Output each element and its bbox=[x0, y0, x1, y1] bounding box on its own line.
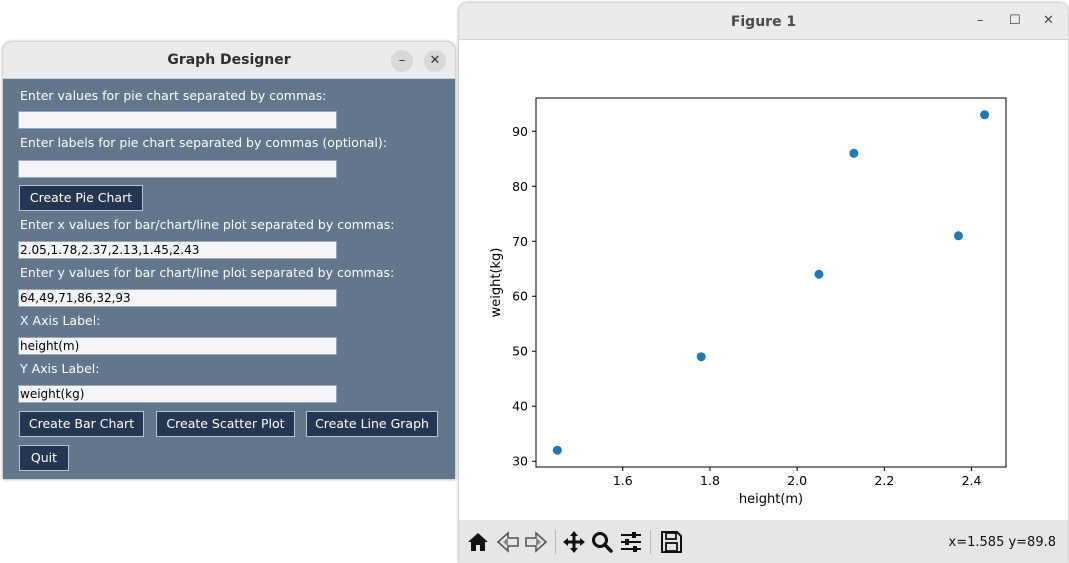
plot-frame bbox=[535, 97, 1007, 468]
figure-title: Figure 1 bbox=[730, 14, 797, 30]
x-tick-label: 2.0 bbox=[787, 473, 807, 488]
pie-labels-label: Enter labels for pie chart separated by … bbox=[20, 135, 387, 150]
home-icon[interactable] bbox=[465, 530, 491, 554]
minimize-icon[interactable]: – bbox=[391, 50, 413, 72]
x-tick-label: 2.4 bbox=[962, 473, 982, 488]
scatter-point bbox=[696, 352, 706, 362]
x-axis-label: height(m) bbox=[739, 492, 803, 507]
cursor-coordinates: x=1.585 y=89.8 bbox=[948, 535, 1056, 550]
forward-arrow-icon[interactable] bbox=[523, 530, 549, 554]
x-tick-label: 1.8 bbox=[700, 473, 720, 488]
save-icon[interactable] bbox=[658, 530, 684, 554]
scatter-chart: 1.6 1.8 2.0 2.2 2.4 30 40 50 60 70 80 90 height(m) we… bbox=[489, 97, 1007, 507]
pie-values-input[interactable] bbox=[18, 111, 337, 129]
quit-button[interactable]: Quit bbox=[19, 445, 69, 471]
close-icon[interactable]: ✕ bbox=[424, 50, 446, 72]
maximize-icon[interactable]: ☐ bbox=[1009, 13, 1021, 28]
figure-titlebar[interactable]: Figure 1 – ☐ ✕ bbox=[459, 3, 1068, 40]
navigation-toolbar: x=1.585 y=89.8 bbox=[459, 520, 1068, 563]
scatter-point bbox=[814, 269, 824, 279]
y-axis-label-input[interactable]: weight(kg) bbox=[18, 385, 337, 403]
y-tick-label: 30 bbox=[512, 454, 528, 469]
y-tick-label: 50 bbox=[512, 344, 528, 359]
scatter-point bbox=[953, 231, 963, 241]
configure-subplots-icon[interactable] bbox=[618, 530, 644, 554]
x-values-label: Enter x values for bar/chart/line plot s… bbox=[20, 217, 395, 232]
pie-values-label: Enter values for pie chart separated by … bbox=[20, 88, 327, 103]
toolbar-separator bbox=[555, 530, 556, 554]
y-tick-label: 90 bbox=[512, 124, 528, 139]
scatter-point bbox=[552, 445, 562, 455]
back-arrow-icon[interactable] bbox=[495, 530, 521, 554]
toolbar-separator bbox=[650, 530, 651, 554]
y-values-label: Enter y values for bar chart/line plot s… bbox=[20, 265, 395, 280]
scatter-point bbox=[849, 148, 859, 158]
graph-designer-window: Graph Designer – ✕ Enter values for pie … bbox=[3, 42, 455, 479]
graph-designer-title: Graph Designer bbox=[167, 52, 291, 68]
y-tick-label: 80 bbox=[512, 179, 528, 194]
y-axis-label-label: Y Axis Label: bbox=[20, 361, 100, 376]
pie-labels-input[interactable] bbox=[18, 160, 337, 178]
graph-designer-form: Enter values for pie chart separated by … bbox=[3, 79, 455, 479]
y-tick-label: 70 bbox=[512, 234, 528, 249]
y-tick-label: 60 bbox=[512, 289, 528, 304]
minimize-icon[interactable]: – bbox=[977, 13, 984, 28]
figure-canvas[interactable]: 1.6 1.8 2.0 2.2 2.4 30 40 50 60 70 80 90 height(m) we… bbox=[459, 40, 1068, 520]
x-axis-label-label: X Axis Label: bbox=[20, 313, 101, 328]
x-axis-label-input[interactable]: height(m) bbox=[18, 337, 337, 355]
close-icon[interactable]: ✕ bbox=[1043, 13, 1054, 28]
y-values-input[interactable]: 64,49,71,86,32,93 bbox=[18, 289, 337, 307]
x-tick-label: 1.6 bbox=[613, 473, 633, 488]
scatter-point bbox=[980, 110, 990, 120]
graph-designer-titlebar[interactable]: Graph Designer – ✕ bbox=[3, 42, 455, 79]
create-bar-chart-button[interactable]: Create Bar Chart bbox=[19, 411, 144, 437]
x-values-input[interactable]: 2.05,1.78,2.37,2.13,1.45,2.43 bbox=[18, 241, 337, 259]
create-line-graph-button[interactable]: Create Line Graph bbox=[306, 411, 438, 437]
pan-icon[interactable] bbox=[561, 530, 587, 554]
y-tick-label: 40 bbox=[512, 399, 528, 414]
figure-window: Figure 1 – ☐ ✕ 1.6 1.8 2.0 2.2 2.4 30 40 50 60 70… bbox=[459, 3, 1068, 563]
zoom-icon[interactable] bbox=[589, 530, 615, 554]
create-pie-chart-button[interactable]: Create Pie Chart bbox=[19, 185, 143, 211]
y-axis-label: weight(kg) bbox=[489, 248, 504, 318]
create-scatter-plot-button[interactable]: Create Scatter Plot bbox=[156, 411, 295, 437]
x-tick-label: 2.2 bbox=[874, 473, 894, 488]
